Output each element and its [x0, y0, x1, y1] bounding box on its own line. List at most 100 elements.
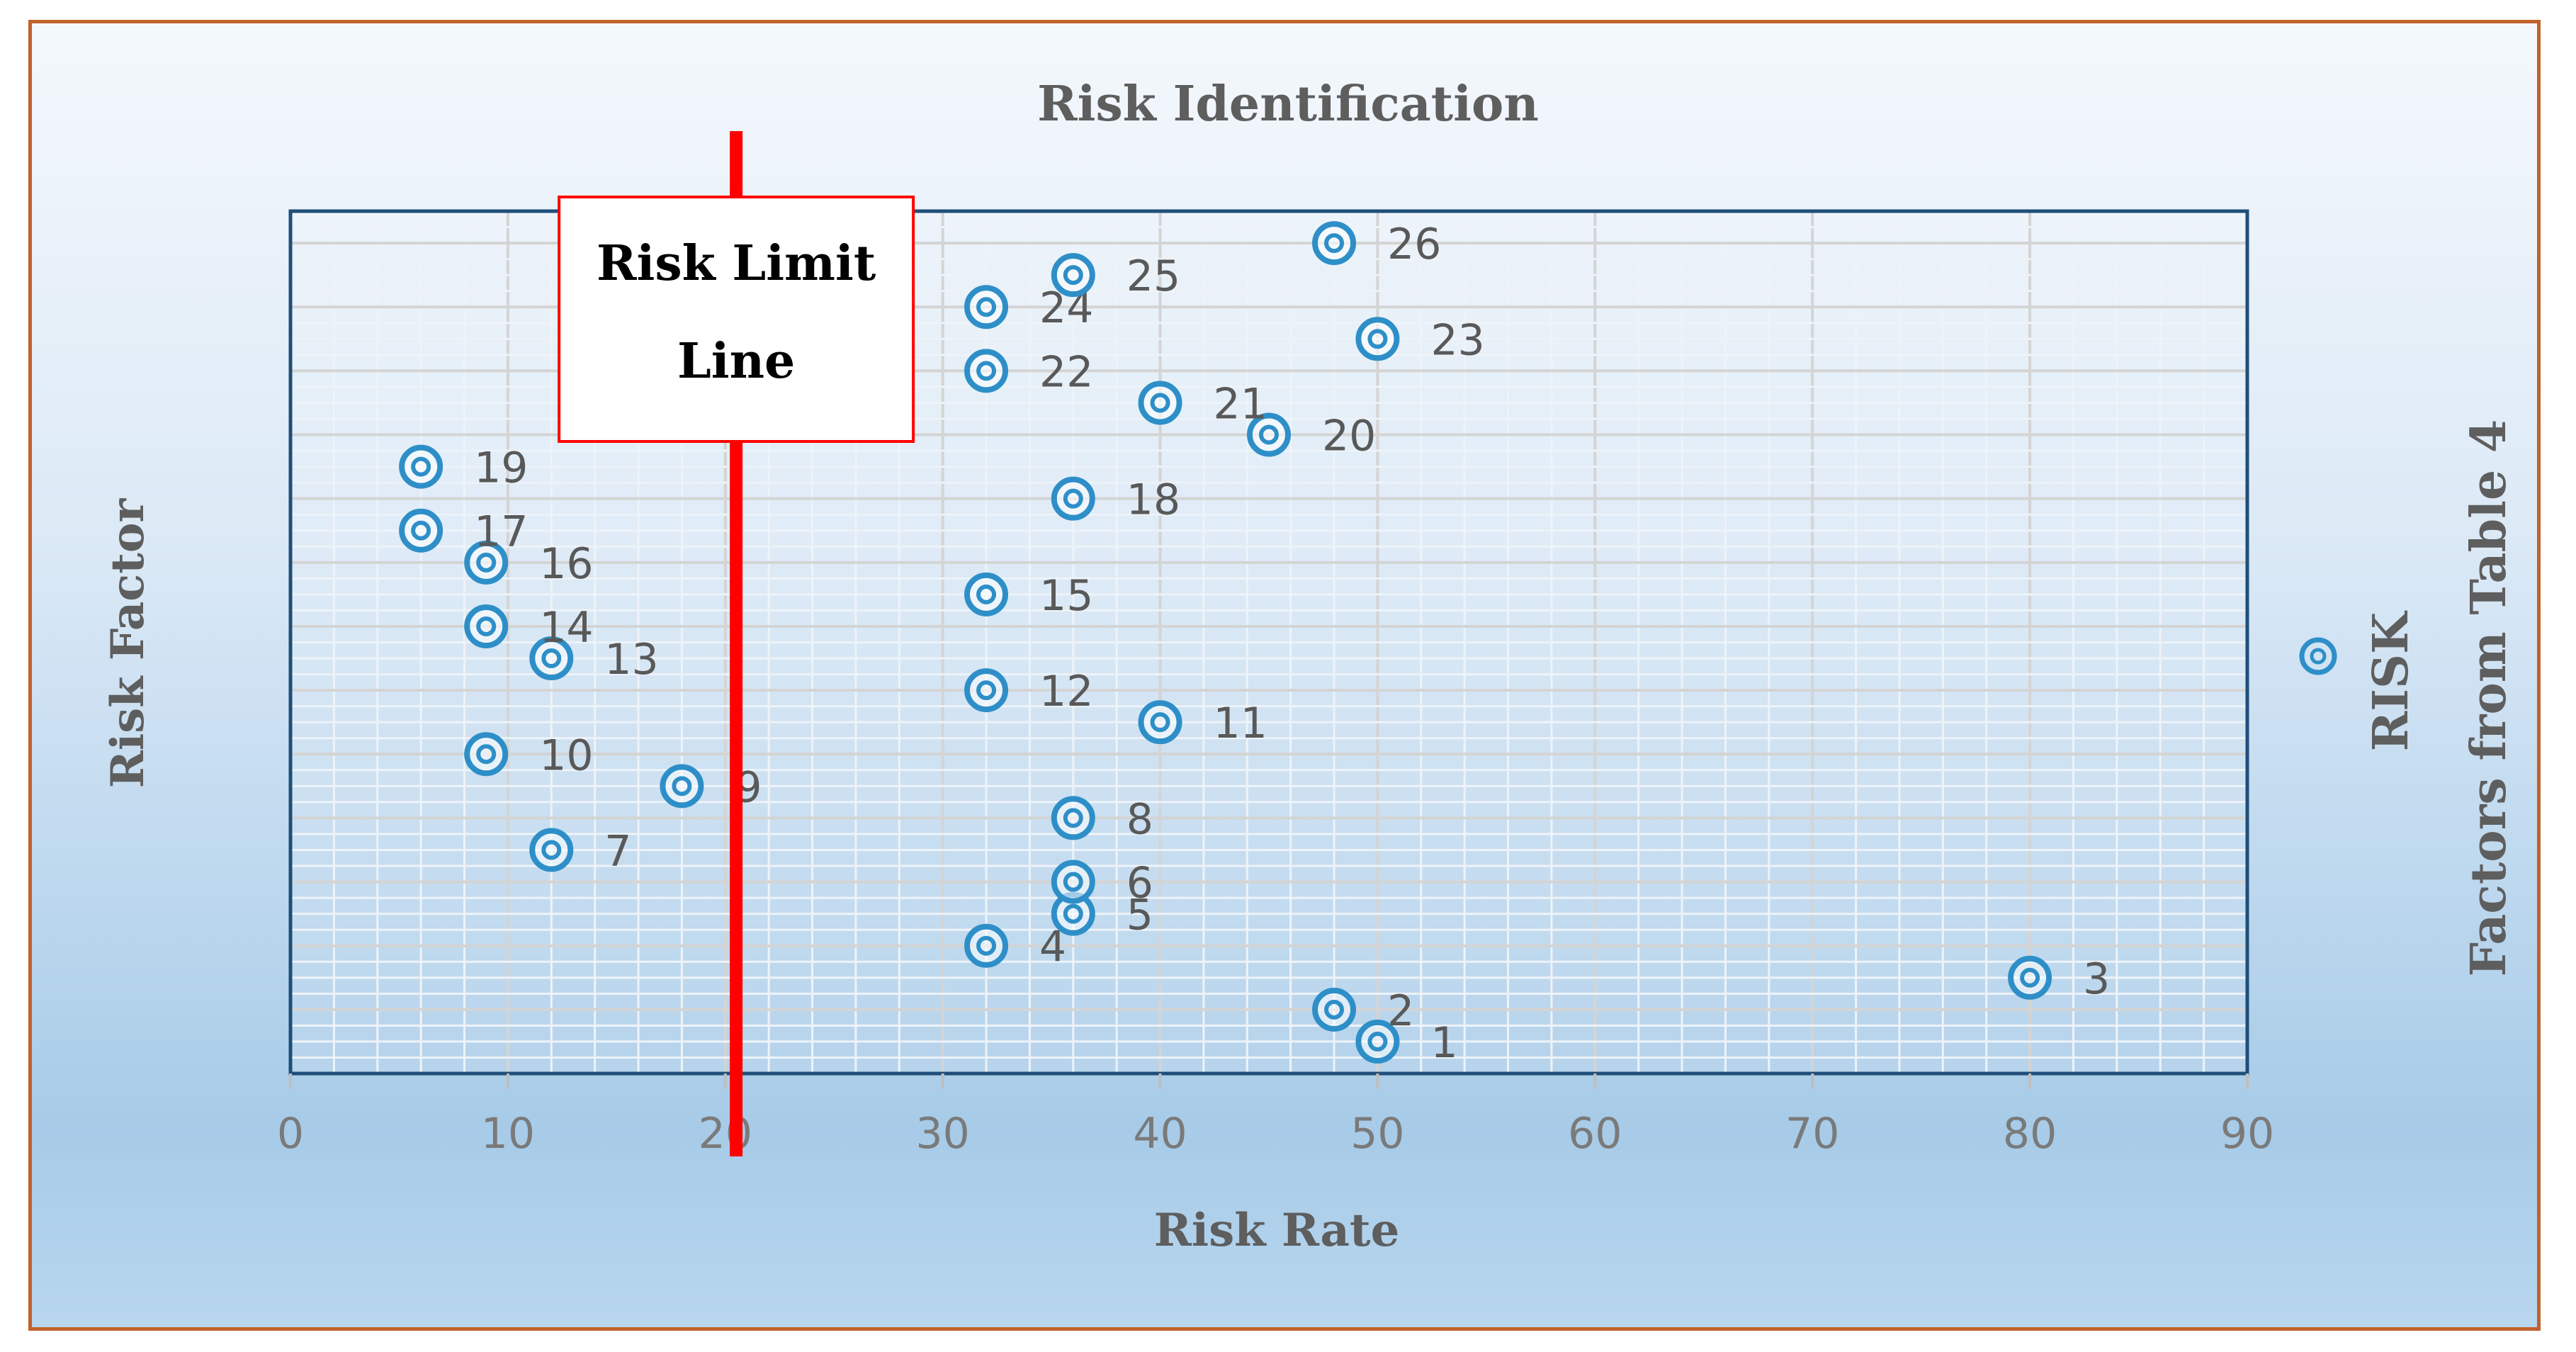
point-marker-outer [399, 508, 444, 553]
point-label: 21 [1214, 379, 1267, 429]
point-marker-inner [411, 456, 431, 477]
point-marker-outer [964, 572, 1009, 616]
x-tick-label: 20 [699, 1109, 752, 1159]
data-point: 7 [529, 826, 631, 876]
point-marker-outer [1051, 860, 1095, 904]
data-point: 2 [1312, 986, 1414, 1036]
point-marker-inner [476, 744, 497, 765]
point-label: 10 [539, 731, 593, 780]
point-marker-inner [1324, 233, 1345, 254]
point-label: 5 [1126, 891, 1153, 940]
point-marker-outer [964, 349, 1009, 393]
risk-limit-label-line1: Risk Limit [597, 235, 876, 292]
data-point: 20 [1247, 412, 1376, 461]
x-axis-ticks: 0 10 20 30 40 50 60 70 80 90 [277, 1074, 2274, 1159]
point-marker-inner [541, 648, 562, 669]
data-point: 11 [1138, 699, 1267, 748]
data-point: 3 [2008, 954, 2110, 1004]
point-marker-outer [1051, 796, 1095, 840]
point-label: 2 [1387, 986, 1414, 1036]
x-tick-label: 90 [2220, 1109, 2274, 1159]
data-point: 22 [964, 347, 1093, 397]
point-marker-outer [1312, 221, 1357, 266]
point-marker-outer [1138, 700, 1182, 745]
point-marker-outer [464, 540, 509, 585]
point-marker-inner [2020, 967, 2040, 988]
point-marker-outer [529, 828, 574, 872]
risk-limit-label-line2: Line [677, 333, 795, 390]
data-point: 8 [1051, 794, 1153, 844]
point-marker-outer [1051, 476, 1095, 521]
point-marker-outer [1355, 1019, 1400, 1064]
point-marker-outer [2008, 955, 2052, 1000]
y-axis-title: Risk Factor [101, 497, 154, 788]
legend-marker-inner [2310, 648, 2327, 665]
point-marker-inner [1063, 903, 1083, 924]
point-label: 17 [474, 507, 528, 557]
risk-limit-label-box [558, 196, 915, 443]
x-tick-label: 40 [1133, 1109, 1187, 1159]
point-marker-inner [976, 935, 997, 956]
data-point: 16 [464, 539, 594, 589]
data-point: 21 [1138, 379, 1267, 429]
point-marker-inner [541, 840, 562, 860]
point-marker-inner [1367, 1031, 1388, 1052]
point-marker-outer [1355, 317, 1400, 361]
point-label: 16 [539, 539, 593, 589]
data-point: 10 [464, 731, 594, 780]
point-marker-inner [1150, 393, 1170, 413]
point-label: 3 [2083, 954, 2110, 1004]
x-tick-label: 10 [481, 1109, 535, 1159]
point-marker-inner [976, 584, 997, 604]
point-marker-outer [529, 636, 574, 681]
point-marker-outer [660, 764, 704, 809]
data-point: 18 [1051, 475, 1180, 525]
legend-marker [2299, 637, 2337, 675]
point-marker-inner [1063, 808, 1083, 828]
data-point: 15 [964, 571, 1093, 621]
point-label: 8 [1126, 794, 1153, 844]
point-label: 25 [1126, 252, 1180, 301]
point-marker-inner [672, 776, 692, 796]
point-marker-inner [1367, 329, 1388, 349]
x-axis-title: Risk Rate [1154, 1204, 1400, 1257]
point-marker-inner [1150, 712, 1170, 733]
point-marker-inner [476, 616, 497, 636]
point-marker-inner [1063, 265, 1083, 286]
x-tick-label: 50 [1350, 1109, 1404, 1159]
point-marker-outer [1312, 987, 1357, 1032]
data-point: 13 [529, 635, 659, 685]
point-marker-outer [464, 604, 509, 648]
point-marker-inner [1063, 488, 1083, 509]
data-point: 26 [1312, 220, 1441, 269]
point-label: 19 [474, 444, 528, 493]
secondary-axis-title: Factors from Table 4 [2461, 419, 2517, 976]
point-marker-inner [1063, 872, 1083, 892]
point-marker-outer [1138, 381, 1182, 425]
point-label: 18 [1126, 475, 1180, 525]
data-point: 6 [1051, 859, 1153, 908]
point-marker-inner [976, 297, 997, 317]
data-point: 1 [1355, 1018, 1458, 1068]
point-label: 14 [539, 603, 593, 653]
data-point: 17 [399, 507, 528, 557]
x-tick-label: 70 [1785, 1109, 1839, 1159]
point-marker-outer [1247, 412, 1291, 457]
plot-area-border [288, 209, 2249, 1076]
data-point: 25 [1051, 252, 1180, 301]
legend-label: RISK [2363, 610, 2419, 751]
legend: RISK Factors from Table 4 [2299, 419, 2517, 976]
point-label: 1 [1430, 1018, 1457, 1068]
point-label: 11 [1214, 699, 1267, 748]
point-label: 12 [1039, 667, 1093, 716]
point-label: 22 [1039, 347, 1093, 397]
data-point: 4 [964, 923, 1066, 972]
point-marker-inner [976, 680, 997, 701]
point-marker-inner [476, 552, 497, 573]
point-marker-outer [399, 444, 444, 489]
point-marker-inner [1259, 424, 1279, 445]
x-tick-label: 60 [1568, 1109, 1622, 1159]
risk-limit-group: Risk Limit Line [558, 131, 915, 1156]
point-marker-inner [1324, 999, 1345, 1020]
